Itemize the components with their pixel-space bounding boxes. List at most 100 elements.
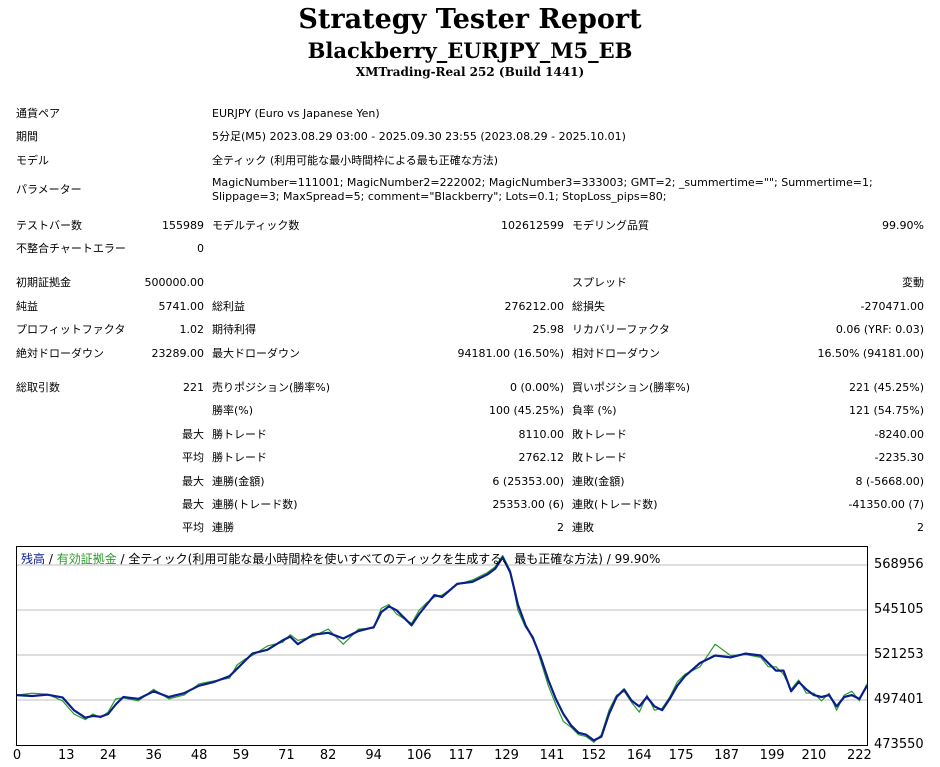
x-tick-label: 59 — [232, 748, 250, 763]
average-loss-value: -2235.30 — [874, 451, 924, 464]
x-tick-label: 222 — [846, 748, 872, 763]
model-quality-label: モデリング品質 — [572, 219, 649, 232]
report-title: Strategy Tester Report — [298, 4, 642, 35]
balance-line — [16, 556, 868, 742]
max-consecutive-losses-value: 8 (-5668.00) — [855, 475, 924, 488]
balance-chart-frame — [16, 546, 868, 746]
max-consecutive-loss-label: 連敗(トレード数) — [572, 498, 658, 511]
max-consecutive-wins-value: 6 (25353.00) — [492, 475, 564, 488]
y-tick-label: 545105 — [874, 602, 924, 617]
x-tick-label: 82 — [319, 748, 337, 763]
mismatch-errors-label: 不整合チャートエラー — [16, 242, 126, 255]
total-trades-value: 221 — [183, 381, 204, 394]
spread-label: スプレッド — [572, 276, 627, 289]
average-prefix: 平均 — [182, 451, 204, 464]
win-rate-label: 勝率(%) — [212, 404, 254, 417]
initial-deposit-value: 500000.00 — [144, 276, 205, 289]
symbol-value: EURJPY (Euro vs Japanese Yen) — [212, 107, 380, 120]
x-tick-label: 0 — [12, 748, 22, 763]
spread-value: 変動 — [902, 276, 924, 289]
model-ticks-label: モデルティック数 — [212, 219, 300, 232]
x-tick-label: 48 — [190, 748, 208, 763]
initial-deposit-label: 初期証拠金 — [16, 276, 71, 289]
expected-payoff-label: 期待利得 — [212, 323, 256, 336]
relative-drawdown-label: 相対ドローダウン — [572, 347, 660, 360]
y-tick-label: 497401 — [874, 692, 924, 707]
recovery-factor-value: 0.06 (YRF: 0.03) — [835, 323, 924, 336]
equity-legend: 有効証拠金 — [56, 552, 117, 566]
x-tick-label: 199 — [759, 748, 785, 763]
model-quality-value: 99.90% — [882, 219, 924, 232]
max-consecutive-losses-label: 連敗(金額) — [572, 475, 625, 488]
total-trades-label: 総取引数 — [16, 381, 60, 394]
max-consecutive-profit-label: 連勝(トレード数) — [212, 498, 298, 511]
absolute-drawdown-value: 23289.00 — [151, 347, 205, 360]
model-value: 全ティック (利用可能な最小時間枠による最も正確な方法) — [212, 154, 499, 167]
maximal-drawdown-label: 最大ドローダウン — [212, 347, 300, 360]
average-consecutive-wins-label: 連勝 — [212, 521, 234, 534]
average-win-label: 勝トレード — [212, 451, 267, 464]
net-profit-value: 5741.00 — [158, 300, 205, 313]
period-label: 期間 — [16, 130, 38, 143]
x-tick-label: 152 — [581, 748, 607, 763]
x-tick-label: 36 — [145, 748, 162, 763]
gross-loss-value: -270471.00 — [860, 300, 924, 313]
model-ticks-value: 102612599 — [501, 219, 564, 232]
x-tick-label: 187 — [714, 748, 739, 763]
win-rate-value: 100 (45.25%) — [488, 404, 564, 417]
max-consecutive-loss-value: -41350.00 (7) — [848, 498, 924, 511]
model-legend: / 全ティック(利用可能な最小時間枠を使いすべてのティックを生成する、最も正確な… — [116, 552, 661, 566]
parameters-label: パラメーター — [16, 183, 82, 196]
x-tick-label: 106 — [406, 748, 432, 763]
x-tick-label: 71 — [278, 748, 295, 763]
legend-separator: / — [45, 552, 57, 566]
relative-drawdown-value: 16.50% (94181.00) — [817, 347, 924, 360]
long-positions-value: 221 (45.25%) — [848, 381, 924, 394]
short-positions-value: 0 (0.00%) — [509, 381, 564, 394]
equity-line — [16, 554, 868, 743]
x-tick-label: 210 — [801, 748, 827, 763]
maximal-drawdown-value: 94181.00 (16.50%) — [457, 347, 564, 360]
loss-rate-value: 121 (54.75%) — [848, 404, 924, 417]
x-tick-label: 164 — [626, 748, 652, 763]
y-tick-label: 473550 — [874, 737, 924, 752]
gross-loss-label: 総損失 — [572, 300, 605, 313]
balance-legend: 残高 — [21, 552, 46, 566]
chart-caption: 残高 / 有効証拠金 / 全ティック(利用可能な最小時間枠を使いすべてのティック… — [21, 550, 660, 567]
largest-prefix: 最大 — [182, 428, 204, 441]
y-tick-label: 521253 — [874, 647, 924, 662]
max-consecutive-amount-prefix: 最大 — [182, 498, 204, 511]
y-tick-label: 568956 — [874, 557, 924, 572]
x-tick-label: 129 — [494, 748, 519, 763]
average-consecutive-prefix: 平均 — [182, 521, 204, 534]
gross-profit-label: 総利益 — [212, 300, 245, 313]
long-positions-label: 買いポジション(勝率%) — [572, 381, 691, 394]
average-consecutive-wins-value: 2 — [557, 521, 564, 534]
x-tick-label: 141 — [539, 748, 565, 763]
test-bars-value: 155989 — [162, 219, 204, 232]
net-profit-label: 純益 — [16, 300, 38, 313]
largest-win-label: 勝トレード — [212, 428, 267, 441]
largest-loss-value: -8240.00 — [874, 428, 924, 441]
loss-rate-label: 負率 (%) — [572, 404, 617, 417]
x-tick-label: 24 — [99, 748, 117, 763]
parameters-value: MagicNumber=111001; MagicNumber2=222002;… — [212, 176, 873, 203]
period-value: 5分足(M5) 2023.08.29 03:00 - 2025.09.30 23… — [212, 130, 626, 143]
profit-factor-value: 1.02 — [179, 323, 205, 336]
max-consecutive-prefix: 最大 — [182, 475, 204, 488]
largest-win-value: 8110.00 — [518, 428, 565, 441]
x-tick-label: 117 — [448, 748, 474, 763]
model-label: モデル — [16, 154, 49, 167]
average-win-value: 2762.12 — [518, 451, 565, 464]
max-consecutive-profit-value: 25353.00 (6) — [492, 498, 564, 511]
x-tick-label: 175 — [668, 748, 694, 763]
symbol-label: 通貨ペア — [16, 107, 60, 120]
average-loss-label: 敗トレード — [572, 451, 627, 464]
expected-payoff-value: 25.98 — [532, 323, 565, 336]
profit-factor-label: プロフィットファクタ — [16, 323, 126, 336]
expert-advisor-name: Blackberry_EURJPY_M5_EB — [307, 38, 633, 63]
average-consecutive-losses-value: 2 — [917, 521, 924, 534]
max-consecutive-wins-label: 連勝(金額) — [212, 475, 265, 488]
mismatch-errors-value: 0 — [197, 242, 204, 255]
